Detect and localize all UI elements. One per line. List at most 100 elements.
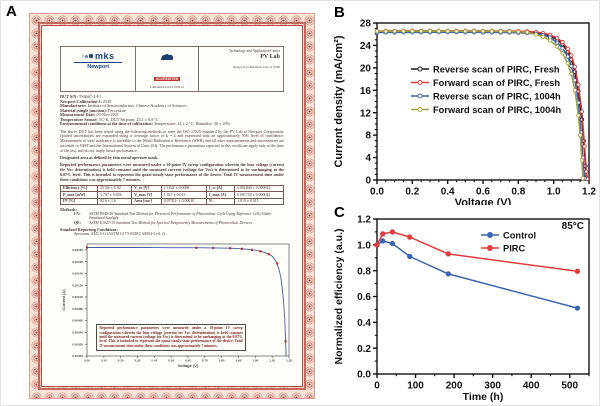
stability-chart: 0 100 200 300 400 500 0.0 0.2 0.4 0.6 0.8 1.0 1.2 Tim… [331, 207, 599, 405]
svg-text:0.50: 0.50 [168, 358, 174, 362]
cert-table-label: FF [%] [59, 197, 99, 205]
cert-info-line: Measurement Date: 03-Nov-2021 [60, 112, 120, 118]
newport-cert-number: Newport Calibration Cert. # 2530 [232, 65, 280, 70]
svg-text:0.6: 0.6 [357, 292, 371, 303]
svg-text:Current (A): Current (A) [61, 289, 66, 311]
svg-text:0.80: 0.80 [219, 358, 225, 362]
cert-results-table: Efficiency [%] 25.56ᵃ ± 0.82 V_oc [V] 1.182… [59, 184, 284, 205]
certificate-iv-plot: 0.00 0.10 0.20 0.30 0.40 0.50 0.60 0.70 0.80 0.90… [61, 243, 292, 368]
svg-text:28: 28 [360, 19, 372, 30]
svg-text:0.00140: 0.00140 [72, 271, 83, 275]
mks-newport-logo: mks Newport [61, 47, 137, 91]
svg-text:100: 100 [407, 381, 424, 392]
svg-text:0.00060: 0.00060 [72, 318, 83, 322]
svg-text:0: 0 [374, 381, 380, 392]
svg-text:PIRC: PIRC [503, 243, 525, 253]
cert-table-value: 82.6 ± 1.6 [97, 197, 133, 205]
cert-info-line: Material (single junction): Perovskite [60, 107, 126, 113]
svg-text:0.00180: 0.00180 [72, 248, 83, 252]
cert-info-line: Newport Calibration #: 2530 [60, 98, 112, 104]
svg-text:1.10: 1.10 [269, 358, 275, 362]
svg-text:0.2: 0.2 [405, 187, 419, 198]
svg-text:12: 12 [360, 108, 372, 119]
svg-text:24: 24 [360, 41, 372, 52]
svg-text:Reverse scan of PIRC, 1004h: Reverse scan of PIRC, 1004h [433, 91, 561, 101]
svg-text:0.8: 0.8 [511, 187, 525, 198]
cert-src-value: Spectrum: AM1.5-G (ASTM G173-03/IEC 6090… [74, 232, 165, 237]
certificate-iv-chart: 0.00 0.10 0.20 0.30 0.40 0.50 0.60 0.70 0.80 0.90… [60, 240, 292, 386]
svg-text:0.30: 0.30 [135, 358, 141, 362]
svg-text:200: 200 [446, 381, 463, 392]
svg-text:0.8: 0.8 [357, 266, 371, 277]
svg-text:300: 300 [484, 381, 501, 392]
svg-text:8: 8 [365, 131, 371, 142]
svg-text:16: 16 [360, 86, 372, 97]
accreditation-icon [161, 54, 174, 60]
accredited-banner: ACCREDITED [153, 77, 181, 81]
svg-text:Voltage (V): Voltage (V) [178, 363, 199, 368]
cert-info-line: Temperature Sensor: TC-K, DUT Setpoint: … [60, 116, 159, 122]
svg-text:Control: Control [503, 230, 536, 240]
svg-text:0.0: 0.0 [357, 370, 371, 381]
svg-text:0.00020: 0.00020 [72, 342, 83, 346]
cert-methods: I-V: ASTM E948-16 Standard Test Method fo… [60, 212, 284, 225]
svg-text:0.60: 0.60 [185, 358, 191, 362]
cert-methods-label: Methods: [60, 206, 77, 212]
panel-c-label: C [334, 204, 345, 221]
svg-text:1.20: 1.20 [286, 358, 292, 362]
svg-text:0.10: 0.10 [101, 358, 107, 362]
cert-info-line: Manufacturer: Institute of Semiconductor… [60, 103, 187, 109]
cert-table-label: Area [cm²] [131, 197, 162, 205]
svg-text:0.00160: 0.00160 [72, 260, 83, 264]
pv-lab-title: PV Lab [260, 53, 280, 60]
svg-text:0.6: 0.6 [476, 187, 490, 198]
certificate: mks Newport ACCREDITED Calibration Cert … [29, 13, 315, 399]
cert-method-row: I-V: ASTM E948-16 Standard Test Method fo… [74, 211, 272, 221]
panel-a-label: A [6, 3, 17, 20]
cert-info: DUT S/N: TS66#7-4-F1 Newport Calibration … [60, 94, 284, 127]
svg-text:1.0: 1.0 [547, 187, 561, 198]
svg-text:20: 20 [360, 63, 372, 74]
cert-note-designated: Designated area as defined by thin metal… [60, 154, 159, 160]
cert-paragraph: The above DUT has been tested using the … [60, 128, 284, 153]
svg-text:0.00000: 0.00000 [72, 354, 83, 358]
cert-info-line: Environmental conditions at the time of … [60, 121, 231, 127]
svg-text:0.4: 0.4 [441, 187, 455, 198]
svg-text:0: 0 [365, 176, 371, 187]
svg-text:0.0: 0.0 [370, 187, 384, 198]
a2la-accreditation-logo: ACCREDITED Calibration Cert # 3502.01 [136, 47, 199, 91]
accreditation-cert-number: Calibration Cert # 3502.01 [149, 85, 185, 89]
cert-table-row: FF [%] 82.6 ± 1.6 Area [cm²] 0.07032ᵃ ± 0.0… [59, 197, 284, 205]
tac-line: Technology and Application Center [228, 49, 280, 53]
cert-table-label: N [206, 197, 236, 205]
cert-table-body: Efficiency [%] 25.56ᵃ ± 0.82 V_oc [V] 1.182… [59, 184, 284, 205]
cert-note-reported: Reported performance parameters were mea… [60, 162, 284, 182]
certificate-paper: mks Newport ACCREDITED Calibration Cert … [38, 22, 306, 390]
svg-text:1.2: 1.2 [582, 187, 596, 198]
mks-dot-icon [85, 54, 89, 58]
jv-chart: 0.0 0.2 0.4 0.6 0.8 1.0 1.2 0 4 8 12 16 20 24 28 Voltag… [331, 7, 599, 205]
panel-b-label: B [334, 4, 345, 21]
newport-wordmark: Newport [74, 62, 123, 70]
svg-text:0.4: 0.4 [357, 318, 371, 329]
svg-text:85°C: 85°C [562, 221, 584, 232]
svg-text:1.2: 1.2 [357, 215, 371, 226]
svg-text:1.0: 1.0 [357, 240, 371, 251]
mks-wordmark: mks [94, 51, 115, 61]
svg-text:Voltage (V): Voltage (V) [455, 197, 512, 205]
pv-lab-header: Technology and Application Center PV Lab… [199, 47, 283, 91]
svg-text:0.90: 0.90 [236, 358, 242, 362]
cert-table-value: 0.07032ᵃ ± 0.00010 [160, 197, 208, 205]
certificate-header: mks Newport ACCREDITED Calibration Cert … [60, 46, 284, 92]
svg-text:Forward scan of PIRC, 1004h: Forward scan of PIRC, 1004h [433, 105, 561, 115]
svg-text:0.20: 0.20 [118, 358, 124, 362]
svg-text:Normalized efficiency (a.u.): Normalized efficiency (a.u.) [333, 229, 345, 365]
cert-table-value: 1.019 ± 0.011 [234, 197, 284, 205]
svg-text:500: 500 [561, 381, 578, 392]
svg-text:0.00: 0.00 [84, 358, 90, 362]
cert-method-row: QE: ASTM E1021-15 Standard Test Method fo… [74, 220, 252, 225]
cert-plot-note: Reported performance parameters were mea… [95, 323, 247, 351]
svg-text:400: 400 [523, 381, 540, 392]
svg-text:0.00040: 0.00040 [72, 330, 83, 334]
